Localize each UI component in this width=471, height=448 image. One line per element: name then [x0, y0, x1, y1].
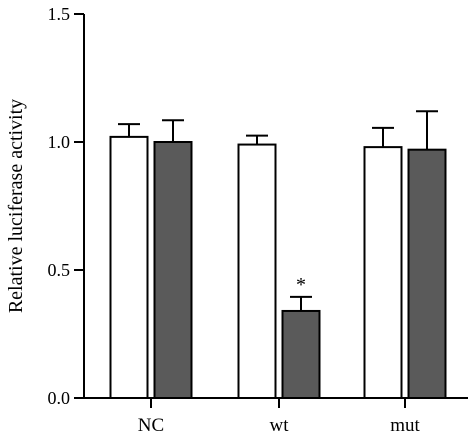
y-tick-label: 1.0: [48, 132, 71, 152]
bars-layer: [109, 110, 447, 399]
bar-mut-series-2: [407, 148, 447, 399]
y-tick-label: 1.5: [48, 4, 71, 24]
x-tick-label: NC: [138, 415, 164, 436]
bar-nc-series-1: [109, 135, 149, 399]
x-tick-label: mut: [390, 415, 420, 436]
bar-nc-series-2: [153, 141, 193, 399]
y-tick-label: 0.0: [48, 388, 71, 408]
bar-wt-series-1: [237, 143, 277, 399]
bar-mut-series-1: [363, 146, 403, 399]
y-axis-title: Relative luciferase activity: [5, 99, 27, 313]
labels-layer: 0.0 0.5 1.0 1.5 NC wt mut *: [48, 4, 421, 436]
x-tick-label: wt: [270, 415, 290, 436]
y-tick-label: 0.5: [48, 260, 71, 280]
significance-marker: *: [296, 274, 306, 296]
bar-wt-series-2: [281, 309, 321, 399]
